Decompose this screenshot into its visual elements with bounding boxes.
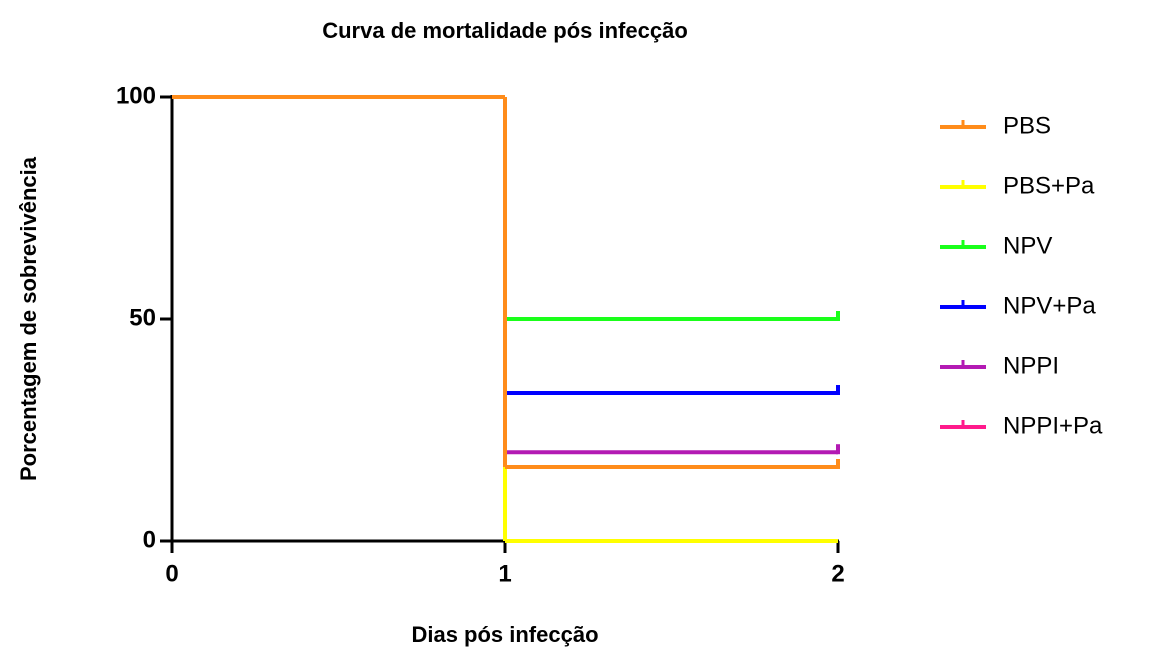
legend-label: NPV+Pa: [1003, 292, 1096, 319]
y-axis-label: Porcentagem de sobrevivência: [16, 156, 41, 481]
x-tick-label: 2: [831, 560, 844, 587]
legend-label: NPV: [1003, 232, 1052, 259]
legend-label: PBS: [1003, 112, 1051, 139]
y-tick-label: 100: [116, 82, 156, 109]
chart-title: Curva de mortalidade pós infecção: [322, 18, 688, 43]
x-tick-label: 1: [498, 560, 511, 587]
legend-label: PBS+Pa: [1003, 172, 1095, 199]
legend-label: NPPI: [1003, 352, 1059, 379]
y-tick-label: 0: [143, 526, 156, 553]
x-tick-label: 0: [165, 560, 178, 587]
x-axis-label: Dias pós infecção: [411, 622, 598, 647]
legend-label: NPPI+Pa: [1003, 412, 1103, 439]
y-tick-label: 50: [129, 304, 156, 331]
